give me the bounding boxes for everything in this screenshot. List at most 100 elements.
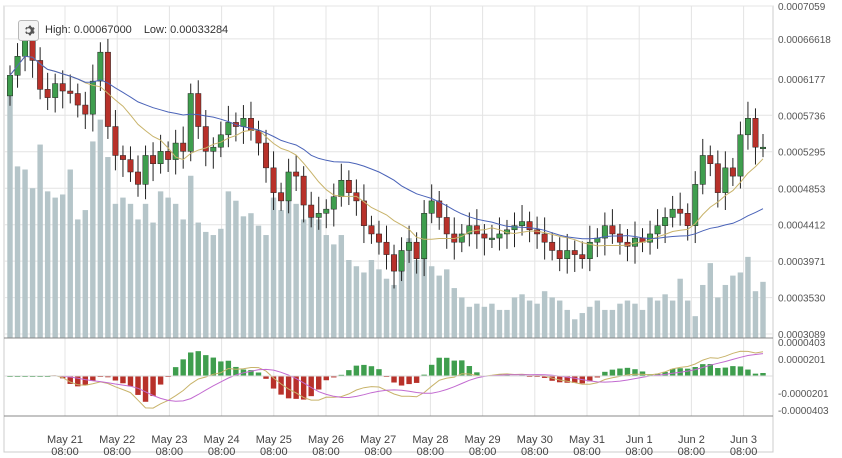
volume-bar	[7, 82, 13, 338]
price-tick-label: 0.0003530	[778, 294, 826, 305]
histogram-bar	[308, 376, 314, 397]
volume-bar	[225, 191, 232, 338]
histogram-bar	[195, 351, 201, 376]
volume-bar	[165, 197, 171, 338]
volume-bar	[617, 303, 623, 338]
bullish-candle	[323, 208, 330, 214]
volume-bar	[105, 157, 111, 338]
histogram-bar	[436, 357, 442, 376]
histogram-bar	[428, 364, 435, 376]
bearish-candle	[752, 118, 759, 148]
time-tick-label: 08:00	[103, 446, 131, 458]
bearish-candle	[165, 151, 172, 160]
histogram-bar	[391, 376, 397, 383]
volume-bar	[459, 297, 465, 338]
volume-bar	[97, 119, 104, 338]
volume-bar	[496, 309, 503, 338]
volume-bar	[218, 228, 224, 338]
bearish-candle	[541, 233, 548, 243]
bearish-candle	[150, 155, 157, 164]
bearish-candle	[308, 204, 315, 218]
volume-bar	[707, 263, 714, 338]
histogram-bar	[331, 376, 337, 378]
histogram-bar	[376, 369, 382, 376]
volume-bar	[549, 297, 555, 338]
bullish-candle	[564, 250, 571, 259]
histogram-bar	[67, 376, 73, 384]
bearish-candle	[119, 155, 126, 160]
price-tick-label: 0.0004853	[778, 184, 826, 195]
volume-bar	[120, 197, 126, 338]
volume-bar	[293, 203, 299, 338]
volume-bar	[398, 253, 405, 338]
bearish-candle	[436, 200, 443, 218]
volume-bar	[14, 166, 21, 338]
time-tick-label: 08:00	[573, 446, 601, 458]
histogram-bar	[406, 376, 412, 385]
bearish-candle	[677, 208, 684, 214]
volume-bar	[188, 175, 194, 338]
bullish-candle	[210, 146, 217, 152]
bullish-candle	[662, 217, 669, 226]
volume-bar	[90, 141, 96, 338]
bullish-candle	[285, 171, 292, 202]
bearish-candle	[609, 225, 616, 235]
volume-bar	[730, 275, 736, 338]
oscillator-signal-line	[10, 353, 764, 402]
oscillator-tick-label: 0.0000403	[778, 338, 826, 349]
bearish-candle	[616, 233, 623, 243]
histogram-bar	[263, 376, 269, 379]
bearish-candle	[376, 233, 382, 243]
histogram-bar	[210, 357, 217, 376]
volume-bar	[300, 219, 307, 338]
bullish-candle	[225, 122, 232, 136]
bearish-candle	[82, 104, 89, 115]
date-tick-label: May 27	[360, 434, 396, 446]
volume-bar	[172, 203, 179, 338]
settings-button[interactable]	[18, 19, 39, 41]
histogram-bar	[421, 374, 427, 376]
histogram-bar	[504, 374, 510, 376]
bearish-candle	[579, 254, 586, 259]
time-tick-label: 08:00	[625, 446, 653, 458]
volume-bar	[331, 244, 337, 338]
bearish-candle	[104, 51, 111, 127]
histogram-bar	[602, 371, 608, 376]
time-tick-label: 08:00	[730, 446, 758, 458]
price-tick-label: 0.0003089	[778, 330, 826, 341]
histogram-bar	[248, 370, 254, 376]
volume-bar	[203, 231, 209, 338]
bullish-candle	[315, 213, 322, 218]
volume-bar	[511, 297, 518, 338]
histogram-bar	[707, 364, 714, 376]
volume-bar	[323, 235, 329, 338]
date-tick-label: Jun 3	[730, 434, 757, 446]
volume-bar	[391, 284, 397, 338]
volume-bar	[677, 278, 683, 338]
bearish-candle	[481, 233, 488, 239]
price-tick-label: 0.0005736	[778, 111, 826, 122]
volume-bar	[406, 238, 412, 338]
bullish-candle	[338, 179, 345, 198]
bullish-candle	[744, 118, 751, 136]
time-tick-label: 08:00	[156, 446, 184, 458]
bullish-candle	[7, 75, 13, 97]
histogram-bar	[172, 367, 179, 376]
volume-bar	[67, 169, 73, 338]
histogram-bar	[90, 376, 96, 381]
histogram-bar	[353, 365, 360, 376]
bearish-candle	[293, 171, 300, 177]
volume-bar	[75, 219, 81, 338]
volume-bar	[715, 297, 721, 338]
histogram-bar	[722, 367, 729, 376]
bearish-candle	[300, 175, 307, 206]
bearish-candle	[44, 89, 51, 98]
volume-bar	[481, 306, 488, 338]
volume-bar	[692, 316, 698, 338]
time-tick-label: 08:00	[51, 446, 79, 458]
histogram-bar	[692, 367, 698, 376]
volume-bar	[519, 294, 525, 338]
volume-bar	[752, 291, 759, 338]
volume-bar	[662, 294, 668, 338]
